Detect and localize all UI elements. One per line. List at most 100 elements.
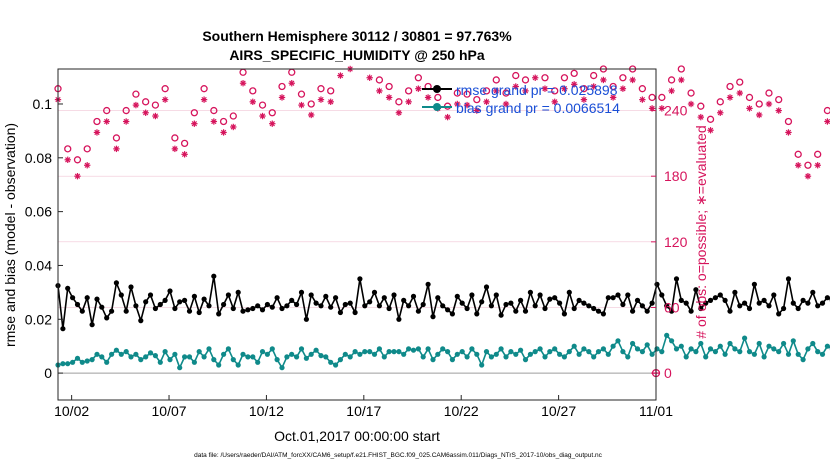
rmse-point xyxy=(348,301,353,306)
rmse-point xyxy=(762,298,767,303)
rmse-point xyxy=(771,292,776,297)
rmse-point xyxy=(820,301,825,306)
rmse-point xyxy=(781,306,786,311)
rmse-point xyxy=(786,276,791,281)
bias-point xyxy=(538,346,543,351)
obs-evaluated-point xyxy=(211,118,217,124)
rmse-point xyxy=(815,303,820,308)
bias-point xyxy=(708,346,713,351)
rmse-point xyxy=(323,294,328,299)
rmse-point xyxy=(65,286,70,291)
bias-point xyxy=(635,346,640,351)
bias-point xyxy=(455,352,460,357)
rmse-point xyxy=(240,309,245,314)
bias-point xyxy=(474,352,479,357)
bias-point xyxy=(557,352,562,357)
rmse-point xyxy=(343,302,348,307)
bias-point xyxy=(435,352,440,357)
rmse-point xyxy=(245,307,250,312)
bias-point xyxy=(752,352,757,357)
rmse-point xyxy=(513,309,518,314)
x-tick-label: 10/22 xyxy=(444,403,479,419)
obs-evaluated-point xyxy=(250,99,256,105)
rmse-point xyxy=(99,305,104,310)
bias-point xyxy=(202,354,207,359)
rmse-point xyxy=(362,303,367,308)
rmse-point xyxy=(615,292,620,297)
rmse-point xyxy=(776,311,781,316)
chart-title: Southern Hemisphere 30112 / 30801 = 97.7… xyxy=(202,28,512,44)
bias-point xyxy=(533,349,538,354)
bias-point xyxy=(601,346,606,351)
obs-evaluated-point xyxy=(366,75,372,81)
bias-point xyxy=(489,354,494,359)
rmse-point xyxy=(202,297,207,302)
rmse-point xyxy=(143,299,148,304)
bias-point xyxy=(620,349,625,354)
bias-point xyxy=(547,349,552,354)
bias-point xyxy=(586,349,591,354)
rmse-point xyxy=(494,292,499,297)
rmse-point xyxy=(270,305,275,310)
bias-point xyxy=(625,354,630,359)
obs-evaluated-point xyxy=(668,88,674,94)
rmse-point xyxy=(387,306,392,311)
bias-point xyxy=(684,354,689,359)
rmse-point xyxy=(158,302,163,307)
rmse-point xyxy=(426,282,431,287)
bias-point xyxy=(786,352,791,357)
x-tick-label: 10/02 xyxy=(54,403,89,419)
bias-point xyxy=(640,349,645,354)
bias-point xyxy=(226,346,231,351)
rmse-point xyxy=(416,309,421,314)
bias-point xyxy=(742,336,747,341)
rmse-point xyxy=(197,310,202,315)
bias-point xyxy=(275,357,280,362)
rmse-point xyxy=(163,298,168,303)
bias-point xyxy=(630,341,635,346)
bias-point xyxy=(236,362,241,367)
bias-point xyxy=(323,354,328,359)
bias-point xyxy=(523,357,528,362)
bias-point xyxy=(766,344,771,349)
rmse-point xyxy=(260,307,265,312)
bias-point xyxy=(304,356,309,361)
obs-evaluated-point xyxy=(94,129,100,135)
rmse-point xyxy=(138,318,143,323)
bias-point xyxy=(450,357,455,362)
rmse-point xyxy=(732,290,737,295)
obs-evaluated-point xyxy=(766,101,772,107)
bias-point xyxy=(445,349,450,354)
rmse-point xyxy=(114,280,119,285)
bias-point xyxy=(206,346,211,351)
rmse-point xyxy=(167,288,172,293)
rmse-point xyxy=(119,292,124,297)
bias-point xyxy=(343,352,348,357)
bias-point xyxy=(577,352,582,357)
obs-evaluated-point xyxy=(629,77,635,83)
rmse-point xyxy=(284,303,289,308)
bias-point xyxy=(737,349,742,354)
bias-point xyxy=(260,349,265,354)
bias-point xyxy=(119,352,124,357)
rmse-point xyxy=(742,301,747,306)
obs-evaluated-point xyxy=(805,173,811,179)
y-tick-left-label: 0.04 xyxy=(25,257,52,273)
obs-evaluated-point xyxy=(298,102,304,108)
bias-point xyxy=(416,346,421,351)
rmse-point xyxy=(445,307,450,312)
rmse-point xyxy=(435,295,440,300)
rmse-point xyxy=(226,292,231,297)
y-axis-left-label: rmse and bias (model - observation) xyxy=(2,123,18,347)
bias-point xyxy=(693,349,698,354)
bias-point xyxy=(674,346,679,351)
rmse-point xyxy=(611,295,616,300)
bias-point xyxy=(426,346,431,351)
obs-evaluated-point xyxy=(620,85,626,91)
bias-point xyxy=(255,360,260,365)
bias-point xyxy=(430,357,435,362)
rmse-point xyxy=(640,303,645,308)
bias-point xyxy=(513,352,518,357)
bias-point xyxy=(747,349,752,354)
